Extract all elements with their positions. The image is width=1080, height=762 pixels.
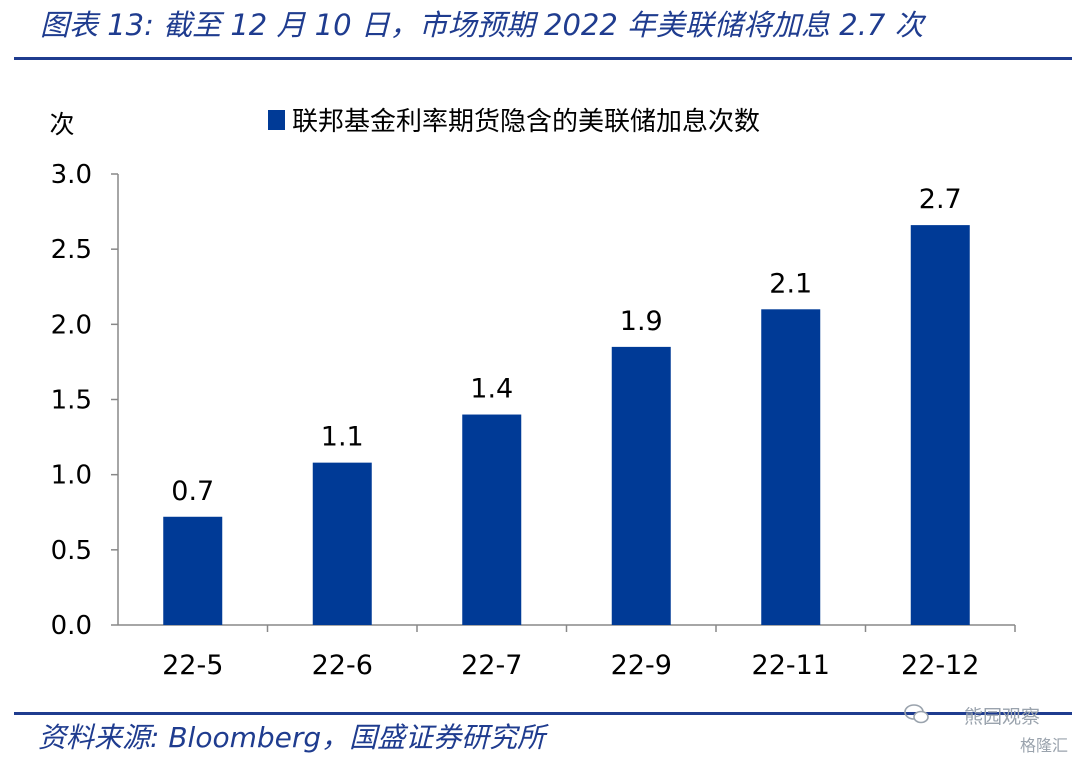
x-tick-label: 22-7 [461,650,522,681]
watermark-author: 熊园观察 [963,706,1040,728]
x-tick-label: 22-11 [752,650,830,681]
bar-chart: 0.0 0.5 1.0 1.5 2.0 2.5 3.0 次 0.7 22-5 1.1 22-6 1.4 2… [49,107,1016,681]
source-rule [14,712,1072,715]
x-tick-label: 22-12 [901,650,979,681]
x-tick-label: 22-5 [162,650,223,681]
y-tick-label: 3.0 [51,160,92,190]
data-label: 1.4 [470,374,513,405]
bar [910,225,970,625]
wechat-icon [904,704,929,724]
x-tick-label: 22-6 [312,650,373,681]
data-label: 1.1 [321,422,364,453]
y-tick-label: 2.5 [51,235,92,265]
x-tick-label: 22-9 [611,650,672,681]
data-label: 0.7 [171,476,214,507]
bar [163,516,223,625]
source-note: 资料来源: Bloomberg，国盛证券研究所 [38,721,546,754]
y-tick-label: 0.0 [51,611,92,641]
watermark-site: 格隆汇 [1019,736,1068,755]
data-label: 2.1 [769,268,812,299]
bar [312,462,372,625]
y-tick-label: 2.0 [51,310,92,340]
y-axis-unit: 次 [49,110,74,139]
legend-label: 联邦基金利率期货隐含的美联储加息次数 [292,107,760,137]
bar [761,309,821,625]
legend-swatch [268,110,285,130]
y-tick-label: 1.5 [51,386,92,416]
y-tick-label: 1.0 [51,461,92,491]
y-tick-label: 0.5 [51,536,92,566]
figure-title: 图表 13: 截至 12 月 10 日，市场预期 2022 年美联储将加息 2.… [40,8,924,42]
bar [611,346,671,625]
data-label: 2.7 [919,184,962,215]
watermark: 熊园观察 格隆汇 [870,698,1070,762]
title-rule [14,57,1072,60]
bar [462,414,522,625]
data-label: 1.9 [620,306,663,337]
